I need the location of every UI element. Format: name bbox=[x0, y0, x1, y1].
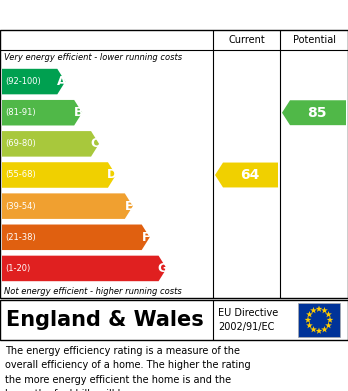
Text: Not energy efficient - higher running costs: Not energy efficient - higher running co… bbox=[4, 287, 182, 296]
Polygon shape bbox=[321, 307, 328, 313]
Text: (81-91): (81-91) bbox=[5, 108, 35, 117]
Polygon shape bbox=[316, 328, 322, 334]
Text: (21-38): (21-38) bbox=[5, 233, 36, 242]
Polygon shape bbox=[325, 311, 332, 317]
Text: G: G bbox=[157, 262, 168, 275]
Polygon shape bbox=[2, 162, 116, 188]
Text: England & Wales: England & Wales bbox=[6, 310, 204, 330]
Polygon shape bbox=[2, 69, 65, 94]
Text: A: A bbox=[56, 75, 66, 88]
Polygon shape bbox=[2, 100, 82, 126]
Text: Very energy efficient - lower running costs: Very energy efficient - lower running co… bbox=[4, 54, 182, 63]
Polygon shape bbox=[215, 163, 278, 187]
Text: (1-20): (1-20) bbox=[5, 264, 30, 273]
Text: C: C bbox=[90, 137, 100, 151]
Polygon shape bbox=[2, 131, 99, 157]
Polygon shape bbox=[327, 316, 333, 323]
Polygon shape bbox=[316, 305, 322, 312]
Polygon shape bbox=[306, 322, 313, 328]
Text: Current: Current bbox=[228, 35, 265, 45]
Text: EU Directive
2002/91/EC: EU Directive 2002/91/EC bbox=[218, 308, 278, 332]
Polygon shape bbox=[304, 316, 311, 323]
Polygon shape bbox=[310, 307, 317, 313]
Text: 64: 64 bbox=[240, 168, 259, 182]
Polygon shape bbox=[306, 311, 313, 317]
Text: The energy efficiency rating is a measure of the
overall efficiency of a home. T: The energy efficiency rating is a measur… bbox=[5, 346, 251, 391]
Polygon shape bbox=[321, 326, 328, 332]
Polygon shape bbox=[2, 256, 167, 281]
Polygon shape bbox=[2, 194, 133, 219]
Polygon shape bbox=[325, 322, 332, 328]
Text: (39-54): (39-54) bbox=[5, 202, 35, 211]
Text: E: E bbox=[125, 200, 133, 213]
Polygon shape bbox=[310, 326, 317, 332]
Bar bbox=[298, 303, 340, 337]
Text: (92-100): (92-100) bbox=[5, 77, 41, 86]
Text: Potential: Potential bbox=[293, 35, 335, 45]
Text: (55-68): (55-68) bbox=[5, 170, 36, 179]
Text: D: D bbox=[107, 169, 117, 181]
Text: B: B bbox=[73, 106, 83, 119]
Polygon shape bbox=[282, 100, 346, 125]
Text: 85: 85 bbox=[307, 106, 327, 120]
Polygon shape bbox=[2, 224, 150, 250]
Text: (69-80): (69-80) bbox=[5, 139, 36, 148]
Text: Energy Efficiency Rating: Energy Efficiency Rating bbox=[7, 7, 217, 23]
Text: F: F bbox=[141, 231, 150, 244]
